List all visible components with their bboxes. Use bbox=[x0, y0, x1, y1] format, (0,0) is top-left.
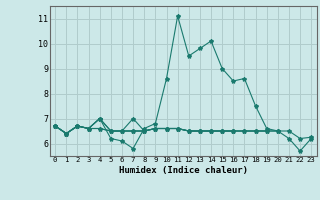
X-axis label: Humidex (Indice chaleur): Humidex (Indice chaleur) bbox=[119, 166, 248, 175]
